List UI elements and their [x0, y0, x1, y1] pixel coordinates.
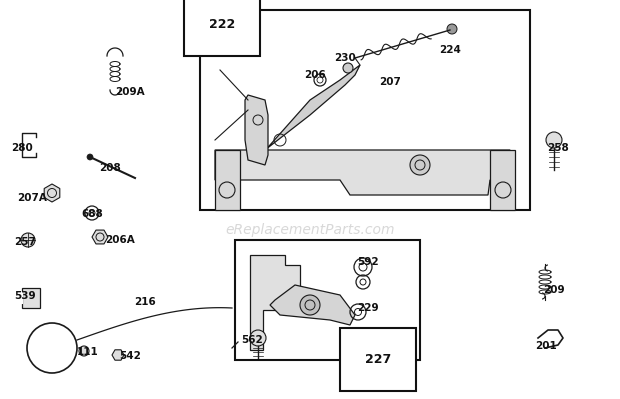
Polygon shape — [265, 65, 360, 150]
Polygon shape — [44, 184, 60, 202]
Circle shape — [300, 295, 320, 315]
Circle shape — [21, 233, 35, 247]
Text: 229: 229 — [357, 303, 379, 313]
Polygon shape — [215, 150, 510, 195]
Text: 280: 280 — [11, 143, 33, 153]
Text: 227: 227 — [365, 353, 391, 366]
Polygon shape — [22, 288, 40, 308]
Bar — [200, 10, 530, 210]
Text: 209: 209 — [543, 285, 565, 295]
Circle shape — [79, 346, 89, 356]
Text: 539: 539 — [14, 291, 36, 301]
Circle shape — [410, 155, 430, 175]
Text: 201: 201 — [535, 341, 557, 351]
Circle shape — [343, 63, 353, 73]
Text: 222: 222 — [209, 18, 235, 31]
Bar — [235, 240, 420, 360]
Text: 206: 206 — [304, 70, 326, 80]
Polygon shape — [112, 350, 124, 360]
Text: 111: 111 — [77, 347, 99, 357]
Text: 542: 542 — [119, 351, 141, 361]
Text: eReplacementParts.com: eReplacementParts.com — [225, 223, 395, 237]
Text: 257: 257 — [14, 237, 36, 247]
Polygon shape — [92, 230, 108, 244]
Circle shape — [250, 330, 266, 346]
Circle shape — [546, 132, 562, 148]
Text: 206A: 206A — [105, 235, 135, 245]
Polygon shape — [270, 285, 355, 325]
Text: 230: 230 — [334, 53, 356, 63]
Text: 688: 688 — [81, 209, 103, 219]
Text: 224: 224 — [439, 45, 461, 55]
Polygon shape — [490, 150, 515, 210]
Circle shape — [87, 154, 93, 160]
Polygon shape — [250, 255, 300, 350]
Text: 592: 592 — [357, 257, 379, 267]
Text: 209A: 209A — [115, 87, 145, 97]
Text: 216: 216 — [134, 297, 156, 307]
Text: 562: 562 — [241, 335, 263, 345]
Text: 208: 208 — [99, 163, 121, 173]
Text: 207: 207 — [379, 77, 401, 87]
Polygon shape — [245, 95, 268, 165]
Text: 258: 258 — [547, 143, 569, 153]
Circle shape — [447, 24, 457, 34]
Text: 207A: 207A — [17, 193, 47, 203]
Polygon shape — [215, 150, 240, 210]
